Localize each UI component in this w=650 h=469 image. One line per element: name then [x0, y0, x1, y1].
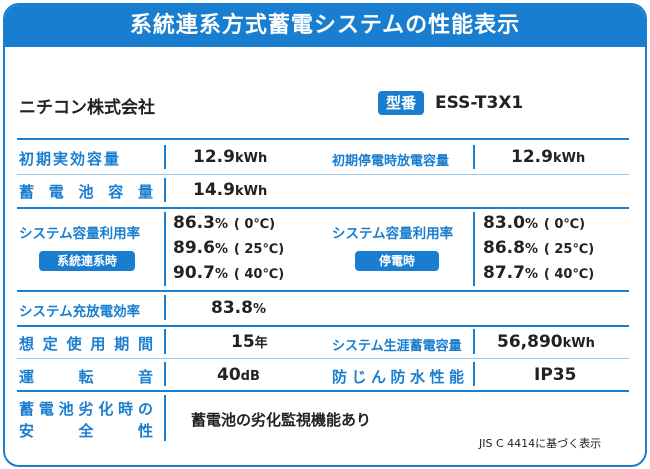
battery-capacity-label: 蓄電池容量 [19, 183, 153, 201]
utilization-outage-row: 87.7% ( 40℃) [483, 263, 595, 283]
divider [17, 390, 629, 392]
noise-label: 運転音 [19, 368, 153, 386]
separator [164, 329, 166, 354]
separator [473, 145, 475, 169]
separator [164, 395, 166, 441]
outage-capacity-label: 初期停電時放電容量 [332, 154, 450, 169]
utilization-grid-label: システム容量利用率 [19, 226, 141, 242]
lifetime-storage-label: システム生涯蓄電容量 [332, 339, 462, 354]
degradation-label-line2: 安全性 [19, 422, 153, 440]
separator [164, 295, 166, 320]
separator [164, 362, 166, 386]
standard-note: JIS C 4414に基づく表示 [479, 437, 602, 450]
performance-card: 系統連系方式蓄電システムの性能表示 ニチコン株式会社 型番 ESS-T3X1 初… [3, 3, 647, 467]
noise-value: 40dB [217, 365, 260, 385]
divider [17, 207, 629, 209]
battery-capacity-value: 14.9kWh [193, 180, 268, 200]
utilization-outage-row: 83.0% ( 0℃) [483, 213, 586, 233]
lifetime-storage-value: 56,890kWh [497, 332, 595, 352]
model-number: ESS-T3X1 [435, 93, 524, 113]
utilization-grid-row: 86.3% ( 0℃) [173, 213, 276, 233]
waterproof-value: IP35 [534, 365, 577, 385]
model-badge: 型番 [378, 91, 424, 115]
utilization-grid-row: 90.7% ( 40℃) [173, 263, 285, 283]
divider-top [17, 138, 629, 140]
separator [473, 212, 475, 286]
divider [17, 174, 629, 175]
maker-name: ニチコン株式会社 [19, 98, 155, 118]
initial-capacity-label: 初期実効容量 [19, 150, 122, 168]
outage-mode-badge: 停電時 [355, 251, 439, 271]
degradation-label-line1: 蓄電池劣化時の [19, 400, 153, 418]
page-title: 系統連系方式蓄電システムの性能表示 [5, 5, 645, 47]
divider [17, 290, 629, 292]
initial-capacity-value: 12.9kWh [193, 147, 268, 167]
separator [164, 145, 166, 169]
service-life-label: 想定使用期間 [19, 335, 153, 353]
separator [473, 362, 475, 386]
divider [17, 358, 629, 359]
utilization-outage-label: システム容量利用率 [332, 226, 454, 242]
separator [164, 212, 166, 286]
separator [164, 178, 166, 202]
utilization-grid-row: 89.6% ( 25℃) [173, 238, 285, 258]
degradation-value: 蓄電池の劣化監視機能あり [191, 411, 372, 429]
utilization-outage-row: 86.8% ( 25℃) [483, 238, 595, 258]
separator [473, 329, 475, 354]
waterproof-label: 防じん防水性能 [332, 368, 464, 386]
efficiency-label: システム充放電効率 [19, 304, 141, 320]
efficiency-value: 83.8% [211, 298, 266, 318]
divider [17, 325, 629, 327]
service-life-value: 15年 [231, 332, 268, 352]
grid-mode-badge: 系統連系時 [39, 251, 135, 271]
outage-capacity-value: 12.9kWh [511, 147, 586, 167]
